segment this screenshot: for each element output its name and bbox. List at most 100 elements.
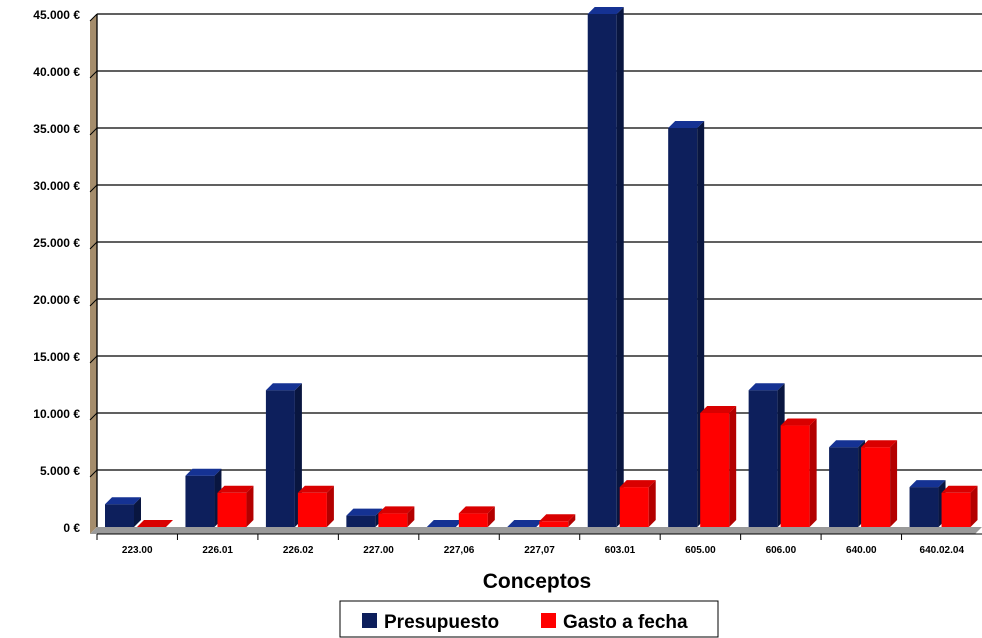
y-axis-ticks: 0 € 5.000 € 10.000 € 15.000 € 20.000 € 25.000… (33, 8, 80, 535)
bar-side (648, 480, 656, 527)
gridline-wall (89, 184, 98, 193)
bar-top (941, 485, 978, 493)
bar-side (407, 506, 415, 527)
bar-front (587, 14, 617, 527)
gridline-wall (89, 127, 98, 136)
bar-top (780, 418, 817, 426)
bar-presupuesto-603.01 (587, 7, 624, 527)
bar-top (346, 508, 383, 516)
bar-top (426, 520, 463, 527)
bar-top (829, 440, 866, 448)
side-wall (90, 14, 97, 534)
bar-gasto-640.02.04 (941, 485, 978, 527)
bar-presupuesto-640.00 (829, 440, 866, 527)
bar-gasto-226.02 (297, 485, 334, 527)
bars (105, 7, 978, 527)
x-tick-label: 640.00 (846, 545, 877, 556)
bar-top (539, 514, 576, 522)
x-tick-label: 223.00 (122, 545, 153, 556)
bar-front (346, 515, 376, 527)
bar-side (890, 440, 898, 527)
bar-gasto-640.00 (861, 440, 898, 527)
bar-gasto-603.01 (619, 480, 656, 527)
bar-gasto-223.00 (137, 520, 173, 527)
bar-top (507, 520, 544, 527)
y-tick-label: 10.000 € (33, 407, 80, 421)
bar-side (134, 497, 141, 527)
bar-side (970, 485, 978, 527)
bar-top (668, 121, 705, 128)
bar-front (700, 413, 730, 527)
bar-front (105, 504, 134, 527)
y-tick-label: 0 € (63, 521, 80, 535)
gridline-wall (89, 412, 98, 421)
bar-presupuesto-606.00 (748, 383, 785, 527)
y-tick-label: 25.000 € (33, 236, 80, 250)
bar-top (619, 480, 656, 488)
y-tick-label: 20.000 € (33, 293, 80, 307)
bar-gasto-226.01 (217, 485, 254, 527)
legend-label: Presupuesto (384, 612, 499, 633)
bar-top (265, 383, 302, 391)
bar-front (941, 492, 971, 527)
x-tick-label: 227,07 (524, 545, 555, 556)
gridline-wall (89, 13, 98, 22)
y-tick-label: 5.000 € (40, 464, 80, 478)
bar-presupuesto-605.00 (668, 121, 705, 527)
y-tick-label: 45.000 € (33, 8, 80, 22)
bar-presupuesto-227,06 (426, 520, 463, 527)
bar-front (378, 513, 408, 527)
bar-front (668, 128, 698, 527)
floor (90, 527, 982, 534)
bar-presupuesto-227,07 (507, 520, 544, 527)
bar-top (185, 468, 222, 476)
gridlines (89, 13, 982, 527)
bar-side (568, 514, 576, 527)
legend-swatch (362, 613, 377, 628)
bar-top (297, 485, 334, 493)
bar-top (458, 506, 495, 514)
bar-side (487, 506, 495, 527)
bar-front (748, 390, 778, 527)
y-tick-label: 35.000 € (33, 122, 80, 136)
bar-top (105, 497, 141, 505)
bar-gasto-605.00 (700, 406, 737, 527)
bar-side (246, 485, 254, 527)
x-axis-label: Conceptos (483, 570, 592, 593)
bar-top (861, 440, 898, 448)
bar-presupuesto-227.00 (346, 508, 383, 527)
bar-top (137, 520, 173, 527)
bar-top (748, 383, 785, 391)
plot-area (90, 14, 982, 534)
bar-presupuesto-640.02.04 (909, 480, 946, 527)
x-tick-label: 227,06 (444, 545, 475, 556)
bar-presupuesto-223.00 (105, 497, 141, 527)
bar-top (587, 7, 624, 14)
gridline-wall (89, 298, 98, 307)
bar-top (378, 506, 415, 514)
bar-gasto-227.00 (378, 506, 415, 527)
legend: Presupuesto Gasto a fecha (339, 600, 719, 638)
y-tick-label: 40.000 € (33, 65, 80, 79)
x-tick-label: 226.02 (283, 545, 314, 556)
bar-gasto-227,07 (539, 514, 576, 527)
bar-top (909, 480, 946, 488)
bar-front (539, 521, 569, 527)
bar-gasto-227,06 (458, 506, 495, 527)
gridline-wall (89, 469, 98, 478)
x-tick-label: 640.02.04 (920, 545, 965, 556)
x-axis-ticks: 223.00 226.01 226.02 227.00 227,06 227,07 603.… (96, 533, 982, 556)
bar-presupuesto-226.02 (265, 383, 302, 527)
gridline-wall (89, 355, 98, 364)
gridline-wall (89, 241, 98, 250)
bar-presupuesto-226.01 (185, 468, 222, 527)
bar-side (809, 418, 817, 527)
legend-swatch (541, 613, 556, 628)
bar-front (185, 475, 215, 527)
x-tick-label: 227.00 (363, 545, 394, 556)
x-tick-label: 606.00 (766, 545, 797, 556)
bar-front (780, 425, 810, 527)
bar-front (861, 447, 891, 527)
bar-side (326, 485, 334, 527)
